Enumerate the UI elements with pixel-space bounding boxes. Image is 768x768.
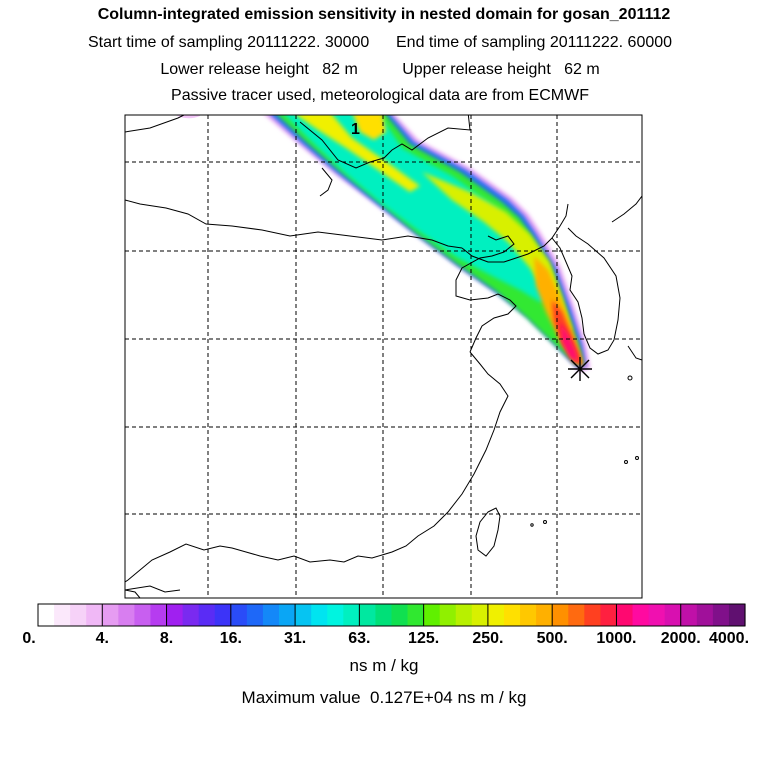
island-4 [543,520,547,524]
colorbar-swatch [102,604,119,626]
colorbar-swatch [487,604,505,626]
colorbar-swatch [118,604,136,626]
colorbar-tick-label: 4000. [708,630,750,647]
border-north [125,115,186,133]
colorbar-swatch [600,604,618,626]
colorbar-swatch [680,604,698,626]
colorbar-swatch [327,604,344,626]
tracer-info-line: Passive tracer used, meteorological data… [171,87,589,104]
island-1 [627,375,633,381]
colorbar-swatch [520,604,537,626]
china-korea-border [461,203,569,263]
map-area: 1 [125,115,642,598]
colorbar-swatch [134,604,152,626]
colorbar-swatch [536,604,553,626]
colorbar-tick-label: 1000. [596,630,637,647]
border-central [299,115,471,169]
colorbar-tick-label: 63. [348,630,371,647]
border-west-inner [319,167,333,197]
max-value-label: Maximum value 0.127E+04 ns m / kg [241,688,527,707]
colorbar-swatch [198,604,216,626]
colorbar-swatch [648,604,666,626]
colorbar-swatch [712,604,730,626]
colorbar-swatch [552,604,569,626]
plume-yellow-streak-upper [296,115,420,192]
east-china-coast [125,351,509,583]
colorbar-swatch [375,604,393,626]
bohai-coast [455,235,517,353]
japan-kyushu-coast [627,345,642,361]
plume-label: 1 [351,121,360,138]
map-frame [124,114,643,599]
plume-crimson-peak [560,322,578,362]
receptor-marker [568,357,592,381]
colorbar-swatch [262,604,280,626]
colorbar-swatch [696,604,714,626]
colorbar-swatch [407,604,425,626]
colorbar-swatch [391,604,409,626]
colorbar-swatch [728,604,746,626]
colorbar-swatch [230,604,248,626]
colorbar-swatch [455,604,473,626]
colorbar-tick-label: 0. [22,630,36,647]
colorbar-swatch [503,604,521,626]
colorbar-swatch [568,604,585,626]
japan-coast [611,195,642,223]
plume-yellow-top [353,115,386,140]
island-3 [635,456,639,460]
colorbar-tick-label: 500. [536,630,568,647]
colorbar-swatch [439,604,457,626]
island-5 [530,523,534,527]
colorbar-frame [37,603,746,627]
colorbar-swatch [471,604,489,626]
colorbar-swatch [182,604,200,626]
colorbar-swatch [166,604,184,626]
colorbar-tick-label: 125. [408,630,440,647]
hainan-coast [125,585,181,593]
colorbar-tick-label: 16. [219,630,242,647]
graticule [125,115,642,598]
colorbar-swatch [584,604,601,626]
taiwan-island [475,507,501,557]
receptor-line-d2 [570,359,590,379]
colorbar-swatch [343,604,360,626]
coastlines [125,115,642,598]
colorbar-swatch [150,604,168,626]
colorbar-swatch [423,604,441,626]
island-2 [624,460,628,464]
colorbar-swatch [279,604,296,626]
border-west [125,199,463,249]
release-height-line: Lower release height 82 m Upper release … [160,61,600,78]
colorbar-swatch [54,604,71,626]
colorbar-swatch [246,604,264,626]
colorbar-tick-label: 31. [283,630,307,647]
colorbar-tick-label: 4. [95,630,109,647]
colorbar-tick-label: 250. [472,630,504,647]
hainan-island [125,589,141,598]
colorbar [37,603,746,627]
colorbar-tick-label: 8. [159,630,174,647]
colorbar-swatch [70,604,87,626]
colorbar-swatch [214,604,232,626]
map-title: Column-integrated emission sensitivity i… [97,6,671,23]
colorbar-swatch [295,604,312,626]
colorbar-swatch [38,604,55,626]
colorbar-tick-label: 2000. [660,630,701,647]
korea-coast [551,227,621,355]
colorbar-swatch [359,604,377,626]
colorbar-swatch [632,604,650,626]
sampling-time-line: Start time of sampling 20111222. 30000 E… [87,34,673,51]
colorbar-swatch [311,604,328,626]
colorbar-swatch [86,604,103,626]
colorbar-swatch [616,604,634,626]
units-label: ns m / kg [349,656,419,675]
colorbar-swatch [664,604,682,626]
